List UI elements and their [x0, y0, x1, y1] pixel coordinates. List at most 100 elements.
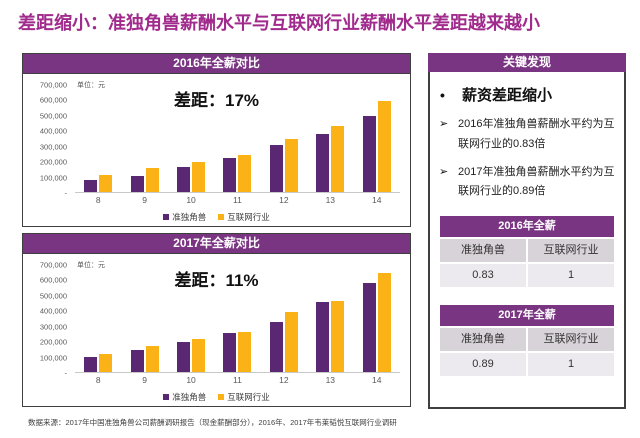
- x-tick-label: 11: [233, 195, 242, 205]
- column-header: 准独角兽: [440, 239, 526, 263]
- legend-swatch-icon: [163, 394, 170, 400]
- bar-group-8: 8: [84, 265, 113, 385]
- bar-group-14: 14: [362, 85, 391, 205]
- bar-准独角兽-14: [362, 115, 376, 192]
- x-tick-label: 14: [372, 195, 382, 205]
- x-tick-label: 9: [142, 195, 147, 205]
- bar-互联网行业-10: [192, 162, 206, 192]
- ratio-table-2017: 2017年全薪 准独角兽 互联网行业 0.89 1: [440, 305, 614, 377]
- bar-准独角兽-11: [223, 158, 237, 192]
- plot-area: 8 9 10 11 12 13 14: [75, 85, 400, 205]
- bar-group-14: 14: [362, 265, 391, 385]
- bar-互联网行业-12: [284, 139, 298, 192]
- bar-准独角兽-9: [130, 349, 144, 372]
- legend-item: 准独角兽: [163, 211, 206, 223]
- y-tick-label: 600,000: [39, 95, 67, 105]
- bar-准独角兽-12: [269, 144, 283, 192]
- bar-group-11: 11: [223, 265, 252, 385]
- table-value: 1: [528, 353, 614, 377]
- y-tick-label: 300,000: [39, 142, 67, 152]
- finding-headline-text: 薪资差距缩小: [462, 87, 553, 104]
- key-findings-panel: 关键发现 • 薪资差距缩小 ➢ 2016年准独角兽薪酬水平约为互联网行业的0.8…: [428, 53, 626, 409]
- x-tick-label: 14: [372, 375, 382, 385]
- y-tick-label: 200,000: [39, 157, 67, 167]
- bar-group-10: 10: [177, 265, 206, 385]
- bar-准独角兽-11: [223, 333, 237, 372]
- legend-swatch-icon: [163, 214, 170, 220]
- legend-item: 准独角兽: [163, 391, 206, 403]
- bar-准独角兽-13: [316, 302, 330, 372]
- x-tick-label: 12: [279, 195, 289, 205]
- y-axis: 700,000 600,000 500,000 400,000 300,000 200,0…: [25, 261, 69, 378]
- x-tick-label: 8: [95, 195, 101, 205]
- bar-互联网行业-10: [192, 339, 206, 372]
- legend-label: 准独角兽: [172, 392, 207, 402]
- x-tick-label: 9: [142, 375, 147, 385]
- arrow-bullet-icon: ➢: [439, 165, 449, 178]
- column-header: 准独角兽: [440, 328, 526, 352]
- gap-annotation: 差距：11%: [174, 271, 259, 290]
- chart-2017-plot: 700,000 600,000 500,000 400,000 300,000 200,0…: [23, 253, 410, 406]
- y-tick-label: 700,000: [39, 80, 67, 90]
- x-tick-label: 10: [186, 375, 196, 385]
- chart-2016-plot: 700,000 600,000 500,000 400,000 300,000 200,0…: [23, 73, 410, 226]
- bar-互联网行业-8: [99, 175, 113, 192]
- bar-group-12: 12: [269, 85, 298, 205]
- bar-互联网行业-11: [238, 155, 252, 192]
- spacer: [430, 287, 624, 299]
- bar-group-12: 12: [269, 265, 298, 385]
- bar-group-9: 9: [130, 85, 159, 205]
- y-tick-label: 300,000: [39, 322, 67, 332]
- legend: 准独角兽 互联网行业: [23, 211, 410, 223]
- bar-互联网行业-11: [238, 332, 252, 372]
- bar-互联网行业-9: [145, 346, 159, 372]
- x-tick-label: 12: [279, 375, 289, 385]
- y-tick-label: -: [64, 368, 68, 378]
- bar-准独角兽-12: [269, 322, 283, 372]
- legend-label: 准独角兽: [172, 212, 207, 222]
- y-tick-label: 400,000: [39, 306, 67, 316]
- y-tick-label: 500,000: [39, 291, 67, 301]
- arrow-bullet-icon: ➢: [439, 118, 449, 130]
- bar-互联网行业-14: [377, 272, 391, 372]
- bar-准独角兽-14: [362, 282, 376, 372]
- charts-column: 2016年全薪对比 700,000 600,000 500,000 400,000 30…: [22, 53, 411, 413]
- bar-互联网行业-12: [284, 311, 298, 372]
- page-title: 差距缩小：准独角兽薪酬水平与互联网行业薪酬水平差距越来越小: [18, 13, 540, 33]
- chart-2016-title: 2016年全薪对比: [23, 54, 410, 73]
- legend-label: 互联网行业: [227, 392, 270, 402]
- column-header: 互联网行业: [528, 328, 614, 352]
- ratio-table-2017-title: 2017年全薪: [440, 305, 614, 327]
- column-header: 互联网行业: [528, 239, 614, 263]
- bar-准独角兽-13: [316, 133, 330, 192]
- y-axis: 700,000 600,000 500,000 400,000 300,000 200,0…: [25, 81, 69, 198]
- bar-准独角兽-10: [177, 342, 191, 372]
- table-value: 0.89: [440, 353, 526, 377]
- bar-互联网行业-13: [331, 300, 345, 372]
- legend-item: 互联网行业: [218, 211, 270, 223]
- finding-item-2017: ➢ 2017年准独角兽薪酬水平约为互联网行业的0.89倍: [430, 163, 624, 211]
- bar-准独角兽-8: [84, 357, 98, 372]
- bar-互联网行业-13: [331, 126, 345, 192]
- bar-group-13: 13: [316, 85, 345, 205]
- x-tick-label: 13: [325, 375, 336, 385]
- y-tick-label: 100,000: [39, 353, 67, 363]
- legend-swatch-icon: [218, 394, 225, 400]
- chart-2017-panel: 2017年全薪对比 700,000 600,000 500,000 400,000 30…: [22, 233, 411, 407]
- bar-互联网行业-8: [99, 353, 113, 372]
- legend-item: 互联网行业: [218, 391, 270, 403]
- y-tick-label: 500,000: [39, 111, 67, 121]
- bar-group-10: 10: [177, 85, 206, 205]
- finding-headline: • 薪资差距缩小: [430, 84, 624, 115]
- legend: 准独角兽 互联网行业: [23, 391, 410, 403]
- unit-label: 单位：元: [77, 82, 105, 89]
- bar-准独角兽-8: [84, 179, 98, 192]
- y-tick-label: 200,000: [39, 337, 67, 347]
- gap-annotation: 差距：17%: [173, 91, 260, 110]
- y-tick-label: -: [64, 188, 68, 198]
- legend-label: 互联网行业: [227, 212, 270, 222]
- finding-item-text: 2016年准独角兽薪酬水平约为互联网行业的0.83倍: [458, 118, 615, 150]
- x-tick-label: 8: [95, 375, 101, 385]
- x-tick-label: 11: [233, 375, 242, 385]
